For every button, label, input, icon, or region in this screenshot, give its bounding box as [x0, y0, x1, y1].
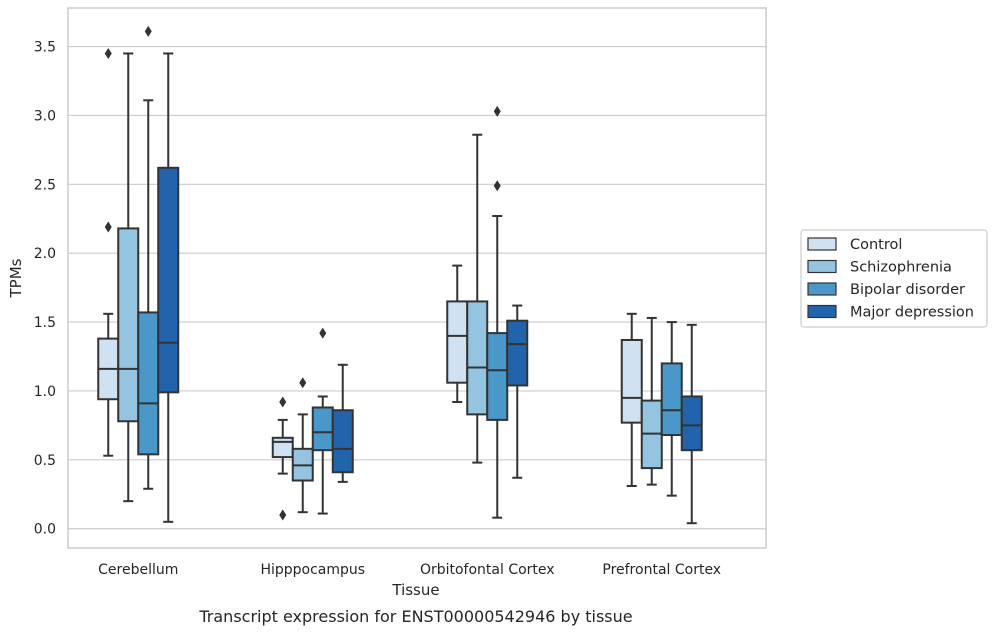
box-iqr	[620, 338, 643, 424]
box-iqr	[506, 319, 529, 387]
box-schizophrenia	[466, 133, 489, 464]
x-axis-ticks: Cerebellum Hipppocampus Orbitofontal Corte…	[98, 562, 721, 578]
y-axis-ticks: 0.0 0.5 1.0 1.5 2.0 2.5 3.0 3.5	[34, 40, 56, 538]
box-control	[271, 396, 294, 521]
legend-frame	[800, 229, 988, 328]
gridlines	[68, 45, 766, 530]
box-bipolar-disorder	[311, 327, 334, 515]
legend-swatch	[807, 237, 837, 251]
box-control	[97, 47, 120, 457]
y-axis-label: TPMs	[7, 258, 25, 298]
outlier-marker	[144, 25, 152, 37]
box-bipolar-disorder	[660, 321, 683, 497]
outlier-marker	[104, 221, 112, 233]
legend-label: Control	[850, 237, 902, 253]
box-control	[620, 312, 643, 488]
box-major-depression	[157, 52, 180, 523]
box-schizophrenia	[291, 377, 314, 514]
y-tick-label: 0.5	[34, 453, 56, 469]
legend-label: Bipolar disorder	[850, 282, 965, 298]
outlier-marker	[299, 377, 307, 389]
box-iqr	[486, 332, 509, 421]
y-tick-label: 2.0	[34, 246, 56, 262]
box-iqr	[311, 406, 334, 452]
box-iqr	[466, 300, 489, 416]
box-iqr	[660, 362, 683, 437]
legend-swatch	[807, 282, 837, 296]
x-tick-label: Prefrontal Cortex	[602, 562, 721, 578]
y-tick-label: 1.5	[34, 315, 56, 331]
outlier-marker	[279, 509, 287, 521]
legend-label: Schizophrenia	[850, 260, 952, 276]
y-tick-label: 0.0	[34, 522, 56, 538]
legend-swatch	[807, 304, 837, 319]
legend-swatch	[807, 259, 837, 274]
x-tick-label: Cerebellum	[98, 562, 178, 578]
outlier-marker	[104, 47, 112, 59]
outlier-marker	[319, 327, 327, 339]
y-tick-label: 3.5	[34, 40, 56, 56]
legend-label: Major depression	[850, 305, 974, 321]
plot-area-frame	[67, 7, 767, 549]
box-iqr	[446, 300, 469, 384]
chart-caption: Transcript expression for ENST0000054294…	[198, 607, 632, 626]
box-major-depression	[680, 323, 703, 525]
y-tick-label: 2.5	[34, 177, 56, 193]
outlier-marker	[279, 396, 287, 408]
box-control	[446, 264, 469, 403]
box-iqr	[117, 227, 140, 423]
box-major-depression	[506, 304, 529, 479]
x-axis-label: Tissue	[391, 581, 439, 599]
box-iqr	[271, 436, 294, 459]
box-schizophrenia	[117, 52, 140, 503]
box-bipolar-disorder	[486, 105, 509, 519]
box-bipolar-disorder	[137, 25, 160, 490]
boxes	[97, 25, 703, 525]
x-tick-label: Orbitofontal Cortex	[420, 562, 555, 578]
box-iqr	[331, 409, 354, 474]
box-iqr	[680, 395, 703, 452]
box-major-depression	[331, 363, 354, 483]
box-iqr	[137, 311, 160, 456]
outlier-marker	[493, 180, 501, 192]
y-tick-label: 3.0	[34, 108, 56, 124]
x-tick-label: Hipppocampus	[260, 562, 365, 578]
box-schizophrenia	[640, 316, 663, 486]
legend: Control Schizophrenia Bipolar disorder Majo…	[800, 229, 988, 328]
y-tick-label: 1.0	[34, 384, 56, 400]
outlier-marker	[493, 105, 501, 117]
box-iqr	[157, 166, 180, 394]
